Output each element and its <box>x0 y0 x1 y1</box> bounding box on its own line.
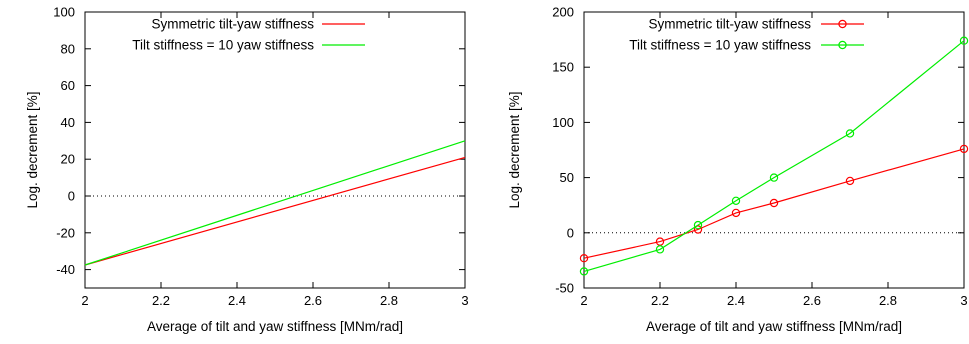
x-tick-label: 3 <box>461 293 468 308</box>
data-point-marker <box>845 176 855 186</box>
data-point-marker <box>579 267 589 276</box>
y-axis-title: Log. decrement [%] <box>25 91 40 208</box>
legend-label: Symmetric tilt-yaw stiffness <box>151 17 314 32</box>
data-point-marker <box>693 225 703 234</box>
data-point-marker <box>731 208 741 218</box>
data-point-marker <box>769 173 779 182</box>
y-tick-label: 80 <box>61 41 75 56</box>
y-tick-label: 150 <box>552 60 574 75</box>
legend-label: Tilt stiffness = 10 yaw stiffness <box>132 38 314 53</box>
data-point-marker <box>655 245 665 254</box>
data-point-marker <box>579 253 589 263</box>
y-tick-label: 60 <box>61 78 75 93</box>
x-tick-label: 2.6 <box>803 293 821 308</box>
series-line-2 <box>84 140 466 266</box>
y-tick-label: -20 <box>56 225 75 240</box>
y-tick-label: 20 <box>61 152 75 167</box>
y-axis-title: Log. decrement [%] <box>507 91 522 208</box>
right-chart: 2 2.2 2.4 2.6 2.8 3 -50 0 50 100 150 200 Average of … <box>507 5 969 334</box>
x-tick-label: 2.4 <box>228 293 246 308</box>
data-point-marker <box>959 144 969 154</box>
x-tick-label: 2.4 <box>727 293 745 308</box>
y-tick-label: -40 <box>56 262 75 277</box>
x-axis-title: Average of tilt and yaw stiffness [MNm/r… <box>147 319 403 334</box>
data-point-marker <box>693 220 703 230</box>
x-tick-label: 2.2 <box>651 293 669 308</box>
y-tick-label: 50 <box>560 170 574 185</box>
data-point-marker <box>845 129 855 138</box>
x-tick-label: 2.6 <box>304 293 322 308</box>
x-tick-label: 2 <box>81 293 88 308</box>
legend-label: Symmetric tilt-yaw stiffness <box>648 17 811 32</box>
x-tick-label: 2.8 <box>380 293 398 308</box>
x-axis-title: Average of tilt and yaw stiffness [MNm/r… <box>646 319 902 334</box>
plot-frame <box>583 11 965 289</box>
y-tick-label: 200 <box>552 5 574 20</box>
data-point-marker <box>731 196 741 205</box>
x-tick-label: 3 <box>960 293 967 308</box>
data-point-marker <box>959 36 969 45</box>
legend-label: Tilt stiffness = 10 yaw stiffness <box>629 38 811 53</box>
legend-marker <box>838 19 847 29</box>
x-tick-label: 2.8 <box>879 293 897 308</box>
y-tick-label: 100 <box>53 5 75 20</box>
plot-frame <box>84 11 466 289</box>
data-point-marker <box>769 198 779 208</box>
y-tick-label: -50 <box>555 281 574 296</box>
series-line-2 <box>583 40 965 272</box>
x-tick-label: 2.2 <box>152 293 170 308</box>
y-tick-label: 0 <box>68 189 75 204</box>
x-tick-label: 2 <box>580 293 587 308</box>
legend-marker <box>838 40 847 50</box>
series-line-1 <box>583 148 965 259</box>
y-tick-label: 40 <box>61 115 75 130</box>
series-line-1 <box>84 156 466 266</box>
y-tick-label: 100 <box>552 115 574 130</box>
left-chart: 2 2.2 2.4 2.6 2.8 3 -40 -20 0 20 40 60 80 100 Average … <box>25 5 469 335</box>
y-tick-label: 0 <box>567 225 574 240</box>
